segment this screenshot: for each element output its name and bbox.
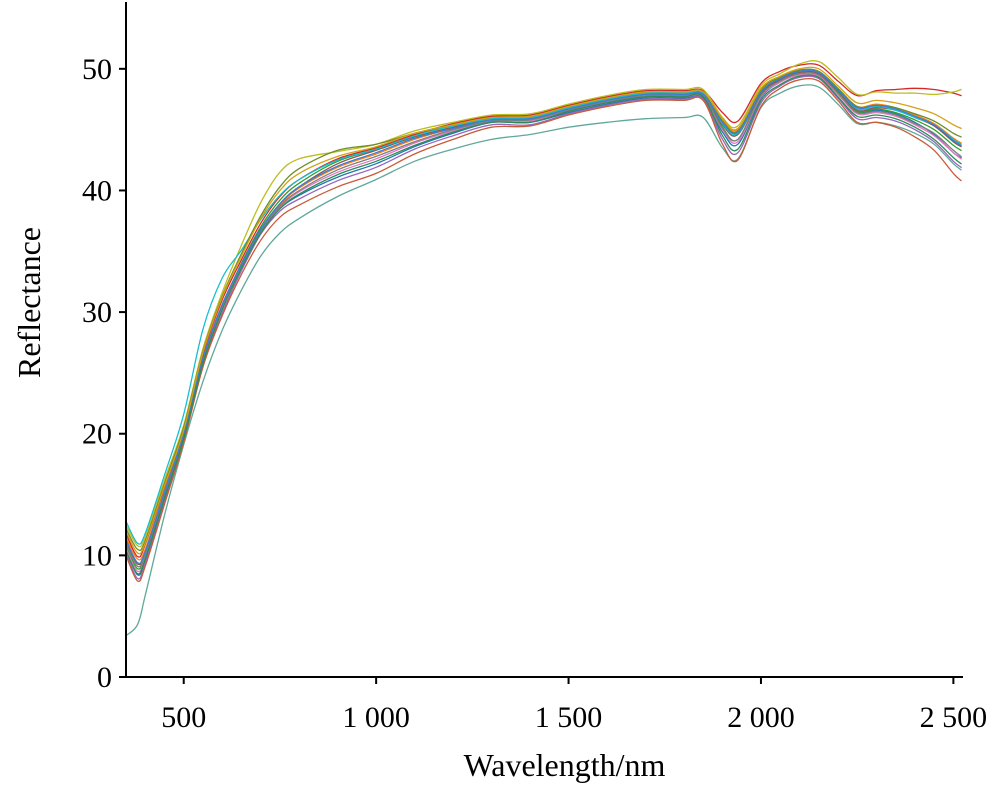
spectrum-line-16 (125, 74, 962, 575)
spectrum-line-5 (125, 75, 962, 580)
y-axis-title: Reflectance (11, 227, 47, 378)
x-tick-label: 1 500 (535, 701, 603, 734)
x-tick-label: 2 500 (920, 701, 988, 734)
series-lines (125, 60, 962, 637)
spectrum-line-11 (125, 84, 962, 637)
spectrum-line-8 (125, 72, 962, 568)
spectrum-line-7 (125, 73, 962, 573)
x-axis-title: Wavelength/nm (464, 747, 666, 783)
x-tick-label: 500 (161, 701, 206, 734)
spectrum-line-9 (125, 60, 962, 548)
spectrum-line-10 (125, 69, 962, 545)
y-tick-label: 50 (82, 53, 112, 86)
spectrum-line-6 (125, 70, 962, 566)
x-tick-label: 2 000 (727, 701, 795, 734)
x-axis-ticks: 500 1 000 1 500 2 000 2 500 (161, 677, 987, 734)
y-axis-ticks: 0 10 20 30 40 50 (82, 53, 126, 694)
spectrum-line-13 (125, 77, 962, 582)
spectrum-line-3 (125, 72, 962, 570)
spectrum-line-14 (125, 69, 962, 565)
spectrum-line-12 (125, 68, 962, 552)
y-tick-label: 10 (82, 539, 112, 572)
spectrum-line-15 (125, 66, 962, 555)
spectrum-line-1 (125, 73, 962, 576)
y-tick-label: 20 (82, 418, 112, 451)
spectrum-line-4 (125, 63, 962, 558)
y-tick-label: 40 (82, 174, 112, 207)
x-tick-label: 1 000 (342, 701, 410, 734)
y-tick-label: 30 (82, 296, 112, 329)
spectrum-line-2 (125, 69, 962, 561)
y-tick-label: 0 (97, 661, 112, 694)
